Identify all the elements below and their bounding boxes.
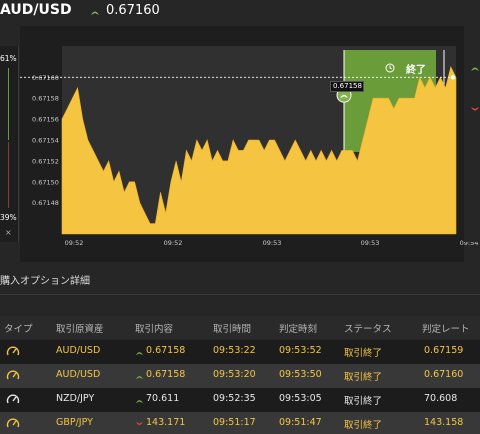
current-price: 0.67160 — [106, 3, 160, 18]
y-tick-label: 0.67154 — [32, 137, 59, 145]
price-chart[interactable]: 0.67160 0.67158 0.67156 0.67154 0.67152 0.671… — [0, 0, 480, 262]
col-rate: 判定レート — [422, 324, 470, 335]
x-tick-label: 09:53 — [263, 239, 282, 247]
row-judge-time: 09:53:52 — [279, 345, 322, 356]
call-bar — [8, 68, 9, 140]
x-tick-label: 09:53 — [361, 239, 380, 247]
col-trade-time: 取引時間 — [213, 324, 252, 335]
row-judge-time: 09:53:50 — [279, 369, 322, 380]
marker-price-label: 0.67158 — [330, 81, 364, 92]
col-status: ステータス — [344, 324, 392, 335]
end-trade-button[interactable]: 終了 — [380, 60, 446, 78]
table-header: タイプ 取引原資産 取引内容 取引時間 判定時刻 ステータス 判定レート — [0, 316, 480, 339]
price-area-series — [61, 66, 457, 235]
row-rate: 0.67159 — [424, 345, 464, 356]
row-trade-time: 09:53:20 — [213, 369, 256, 380]
y-tick-label: 0.67152 — [32, 157, 59, 165]
row-status: 取引終了 — [344, 348, 383, 359]
row-price: 70.611 — [146, 393, 180, 404]
divider — [0, 294, 480, 295]
col-type: タイプ — [4, 324, 33, 335]
current-price-dot — [450, 75, 456, 80]
row-judge-time: 09:51:47 — [279, 417, 322, 428]
purchase-details-title: 購入オプション詳細 — [0, 276, 90, 287]
row-price: 0.67158 — [146, 345, 186, 356]
y-tick-label: 0.67150 — [32, 178, 59, 186]
gauge-icon — [6, 370, 20, 380]
x-tick-label: 09:52 — [164, 239, 183, 247]
gauge-icon — [6, 346, 20, 356]
y-tick-label: 0.67156 — [32, 116, 59, 124]
right-trade-rail — [464, 46, 480, 242]
up-arrow-icon — [136, 400, 143, 404]
asset-pair-title: AUD/USD — [0, 2, 72, 18]
call-percent: 61% — [0, 54, 17, 63]
up-arrow-icon — [91, 11, 99, 15]
up-arrow-icon — [340, 94, 348, 99]
row-trade-time: 09:53:22 — [213, 345, 256, 356]
row-status: 取引終了 — [344, 396, 383, 407]
up-arrow-icon — [136, 352, 143, 356]
col-content: 取引内容 — [135, 324, 174, 335]
row-rate: 0.67160 — [424, 369, 464, 380]
gauge-icon — [6, 394, 20, 404]
row-asset: AUD/USD — [56, 345, 101, 356]
header: AUD/USD 0.67160 — [0, 0, 480, 26]
left-sentiment-rail: 61% 39% × — [0, 46, 19, 242]
put-bar — [8, 142, 9, 208]
marker-price-text: 0.67158 — [333, 82, 362, 90]
y-tick-label: 0.67148 — [32, 199, 59, 207]
down-arrow-icon — [136, 421, 143, 425]
row-asset: GBP/JPY — [56, 417, 93, 428]
y-tick-label: 0.67160 — [32, 74, 59, 82]
row-price: 0.67158 — [146, 369, 186, 380]
end-button-label: 終了 — [406, 65, 426, 76]
gauge-icon — [6, 418, 20, 428]
col-judge-time: 判定時刻 — [279, 324, 318, 335]
x-tick-label: 09:52 — [65, 239, 84, 247]
table-row[interactable]: AUD/USD 0.67158 09:53:22 09:53:52 取引終了 0.6715… — [0, 340, 480, 364]
y-tick-label: 0.67158 — [32, 95, 59, 103]
x-tick-label: 09:54 — [460, 239, 479, 247]
row-judge-time: 09:53:05 — [279, 393, 322, 404]
row-status: 取引終了 — [344, 372, 383, 383]
row-price: 143.171 — [146, 417, 186, 428]
close-icon[interactable]: × — [5, 228, 12, 237]
row-asset: NZD/JPY — [56, 393, 95, 404]
clock-icon — [385, 63, 395, 73]
buy-up-icon[interactable] — [470, 64, 480, 72]
row-asset: AUD/USD — [56, 369, 101, 380]
table-row[interactable]: NZD/JPY 70.611 09:52:35 09:53:05 取引終了 70.608 — [0, 388, 480, 412]
up-arrow-icon — [136, 376, 143, 380]
table-row[interactable]: AUD/USD 0.67158 09:53:20 09:53:50 取引終了 0.6716… — [0, 364, 480, 388]
row-trade-time: 09:51:17 — [213, 417, 256, 428]
table-row[interactable]: GBP/JPY 143.171 09:51:17 09:51:47 取引終了 143.15… — [0, 412, 480, 434]
buy-down-icon[interactable] — [470, 106, 480, 114]
put-percent: 39% — [0, 213, 17, 222]
row-trade-time: 09:52:35 — [213, 393, 256, 404]
row-status: 取引終了 — [344, 420, 383, 431]
col-asset: 取引原資産 — [56, 324, 104, 335]
row-rate: 143.158 — [424, 417, 464, 428]
row-rate: 70.608 — [424, 393, 458, 404]
